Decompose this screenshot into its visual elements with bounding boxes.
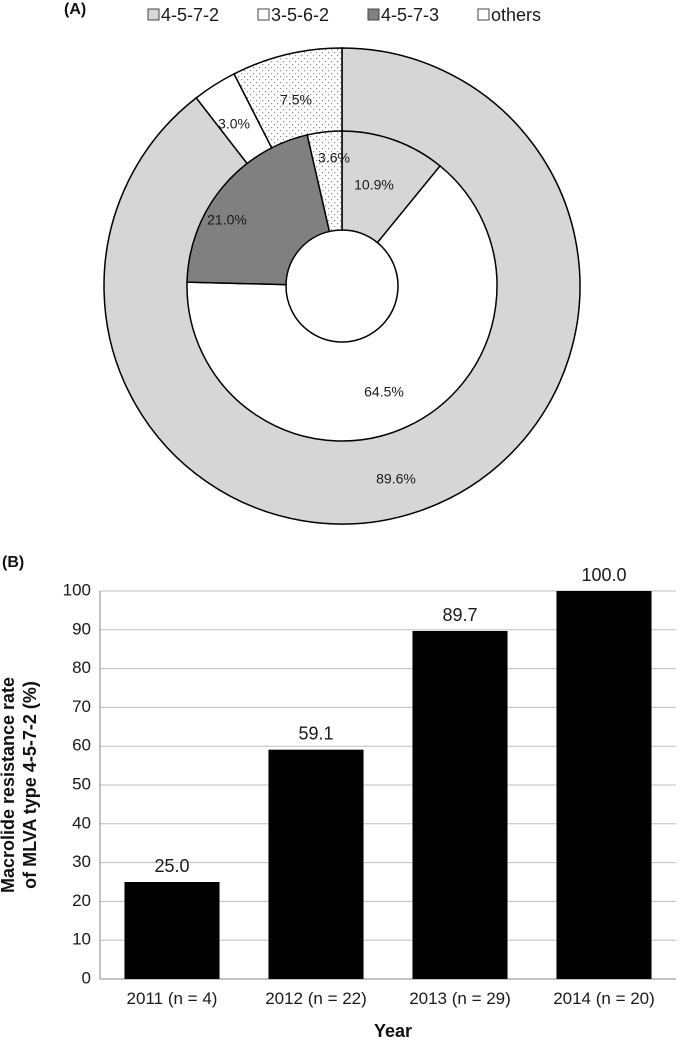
legend-swatch-4-5-7-2 [147, 8, 160, 21]
donut-chart: 89.6% 3.0% 7.5% 10.9% 64.5% 21.0% 3.6% [103, 47, 581, 525]
bar-value-label: 25.0 [154, 856, 189, 876]
donut-inner-slice-others [306, 130, 343, 233]
legend-swatch-3-5-6-2 [257, 8, 270, 21]
y-tick-label: 0 [82, 968, 91, 987]
y-axis-title: Macrolide resistance rate of MLVA type 4-… [0, 677, 40, 893]
bar-2012-n-22 [268, 749, 364, 979]
y-tick-label: 90 [72, 619, 91, 638]
donut-outer-label-4-5-7-2: 89.6% [376, 471, 416, 487]
donut-inner-slice-3-5-6-2 [186, 164, 498, 442]
y-tick-label: 80 [72, 658, 91, 677]
x-category-label: 2011 (n = 4) [127, 989, 218, 1008]
donut-outer-label-others: 7.5% [280, 92, 312, 108]
legend-label-others: others [491, 5, 541, 25]
donut-inner-label-3-5-6-2: 64.5% [364, 384, 404, 400]
bar-chart: 0 10 20 30 40 50 60 70 80 90 100 25.0 2011 (n = 4) 59… [0, 565, 676, 1041]
bar-2013-n-29 [412, 630, 508, 979]
donut-inner-label-others: 3.6% [318, 150, 350, 166]
bar-2011-n-4 [124, 882, 220, 979]
y-tick-label: 10 [72, 930, 91, 949]
legend-label-4-5-7-3: 4-5-7-3 [381, 5, 439, 25]
legend-label-3-5-6-2: 3-5-6-2 [271, 5, 329, 25]
donut-outer-label-3-5-6-2: 3.0% [218, 116, 250, 132]
panel-b-label: (B) [2, 554, 24, 571]
legend-swatch-others [477, 8, 490, 21]
x-category-label: 2013 (n = 29) [409, 989, 511, 1008]
bar-value-label: 100.0 [581, 565, 626, 585]
bar-value-label: 89.7 [442, 605, 477, 625]
y-tick-label: 70 [72, 697, 91, 716]
bar-value-label: 59.1 [298, 724, 333, 744]
y-axis-title-line: Macrolide resistance rate [0, 677, 18, 893]
y-tick-label: 40 [72, 813, 91, 832]
x-axis-title: Year [374, 1021, 412, 1041]
donut-inner-slice-4-5-7-3 [186, 134, 331, 286]
y-tick-label: 30 [72, 852, 91, 871]
panel-a-label: (A) [64, 1, 86, 18]
legend-swatch-4-5-7-3 [367, 8, 380, 21]
donut-inner-label-4-5-7-2: 10.9% [354, 177, 394, 193]
donut-legend: 4-5-7-2 3-5-6-2 4-5-7-3 others [147, 5, 541, 25]
bar-2014-n-20 [556, 591, 652, 979]
donut-inner-label-4-5-7-3: 21.0% [207, 212, 247, 228]
y-axis-title-line: of MLVA type 4-5-7-2 (%) [20, 681, 40, 889]
x-category-label: 2014 (n = 20) [553, 989, 655, 1008]
y-tick-label: 60 [72, 736, 91, 755]
legend-label-4-5-7-2: 4-5-7-2 [161, 5, 219, 25]
x-category-label: 2012 (n = 22) [265, 989, 367, 1008]
y-tick-label: 20 [72, 891, 91, 910]
y-tick-label: 50 [72, 774, 91, 793]
y-tick-label: 100 [63, 580, 91, 599]
